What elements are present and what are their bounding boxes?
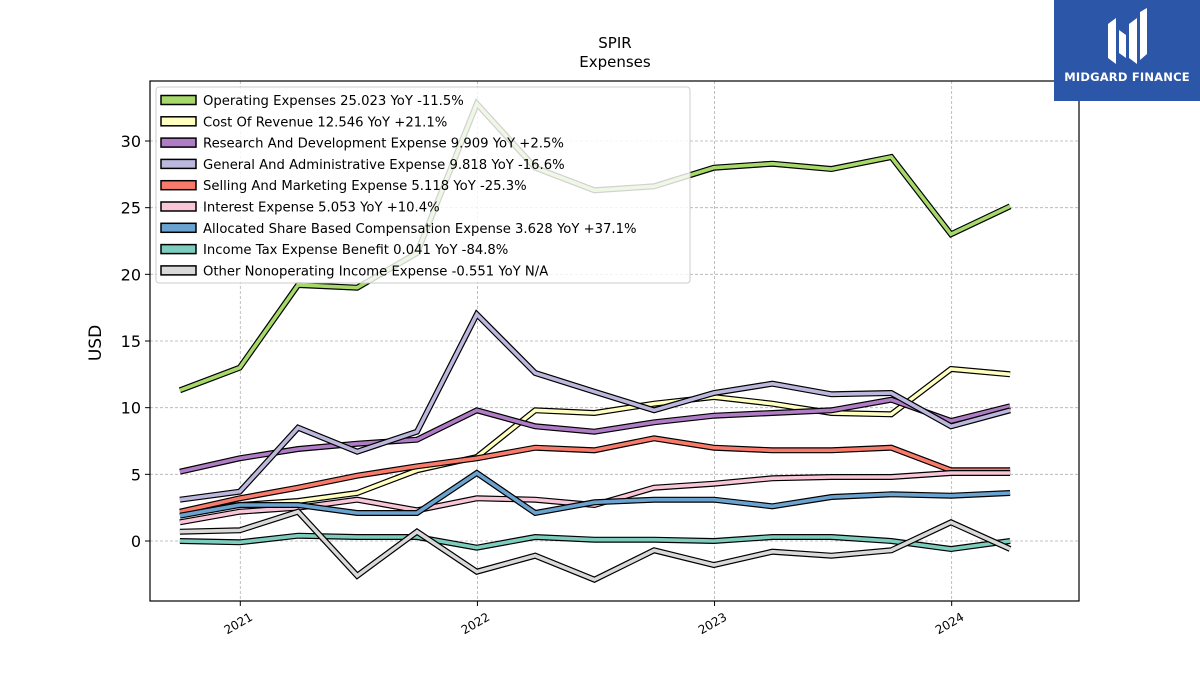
legend-swatch <box>160 201 197 212</box>
y-tick-label: 10 <box>121 399 141 418</box>
series-line <box>179 367 1011 514</box>
legend-swatch <box>160 222 197 234</box>
brand-logo: MIDGARD FINANCE <box>1054 0 1200 101</box>
series-outline <box>179 508 1012 583</box>
legend-entry: Cost Of Revenue 12.546 YoY +21.1% <box>203 115 447 130</box>
midgard-logo-icon <box>1108 8 1147 64</box>
series-line <box>179 509 1011 582</box>
chart-subtitle: Expenses <box>579 53 651 71</box>
y-axis-label: USD <box>86 325 106 361</box>
series-lines <box>178 98 1012 583</box>
y-tick-label: 20 <box>121 265 141 284</box>
x-tick-label: 2024 <box>933 610 966 637</box>
x-tick-label: 2023 <box>696 610 729 637</box>
legend-swatch <box>160 137 197 148</box>
y-tick-label: 15 <box>121 332 141 351</box>
series-4 <box>179 309 1011 503</box>
series-2 <box>179 365 1011 515</box>
y-tick-label: 5 <box>131 465 141 484</box>
y-tick-label: 25 <box>121 199 141 218</box>
legend-entry: Operating Expenses 25.023 YoY -11.5% <box>203 94 464 109</box>
legend-box <box>155 86 691 284</box>
series-7 <box>179 469 1011 519</box>
series-line <box>179 397 1011 474</box>
legend-entry: Allocated Share Based Compensation Expen… <box>203 222 637 237</box>
legend-entry: Interest Expense 5.053 YoY +10.4% <box>203 201 440 216</box>
legend-swatch <box>160 243 197 255</box>
series-line <box>179 436 1011 514</box>
series-line <box>179 470 1011 518</box>
legend-swatch <box>160 179 197 191</box>
legend-entry: Income Tax Expense Benefit 0.041 YoY -84… <box>203 243 508 258</box>
y-tick-label: 30 <box>121 132 141 151</box>
legend: Operating Expenses 25.023 YoY -11.5% Cost… <box>155 86 691 284</box>
legend-entry: Other Nonoperating Income Expense -0.551… <box>203 264 548 279</box>
legend-swatch <box>160 116 197 127</box>
legend-swatch <box>160 158 197 170</box>
series-9 <box>179 508 1012 583</box>
x-tick-label: 2021 <box>222 610 255 637</box>
series-line <box>179 311 1011 502</box>
legend-entry: Selling And Marketing Expense 5.118 YoY … <box>203 179 527 194</box>
series-3 <box>179 396 1011 475</box>
y-tick-label: 0 <box>131 532 141 551</box>
x-tick-label: 2022 <box>459 610 492 637</box>
legend-swatch <box>160 265 197 276</box>
legend-entry: Research And Development Expense 9.909 Y… <box>203 137 564 152</box>
chart-title: SPIR <box>598 34 631 52</box>
legend-swatch <box>160 94 197 106</box>
legend-entry: General And Administrative Expense 9.818… <box>203 158 565 173</box>
series-8 <box>179 532 1011 553</box>
series-outline <box>179 309 1011 503</box>
series-5 <box>179 435 1011 515</box>
brand-name: MIDGARD FINANCE <box>1064 70 1190 84</box>
